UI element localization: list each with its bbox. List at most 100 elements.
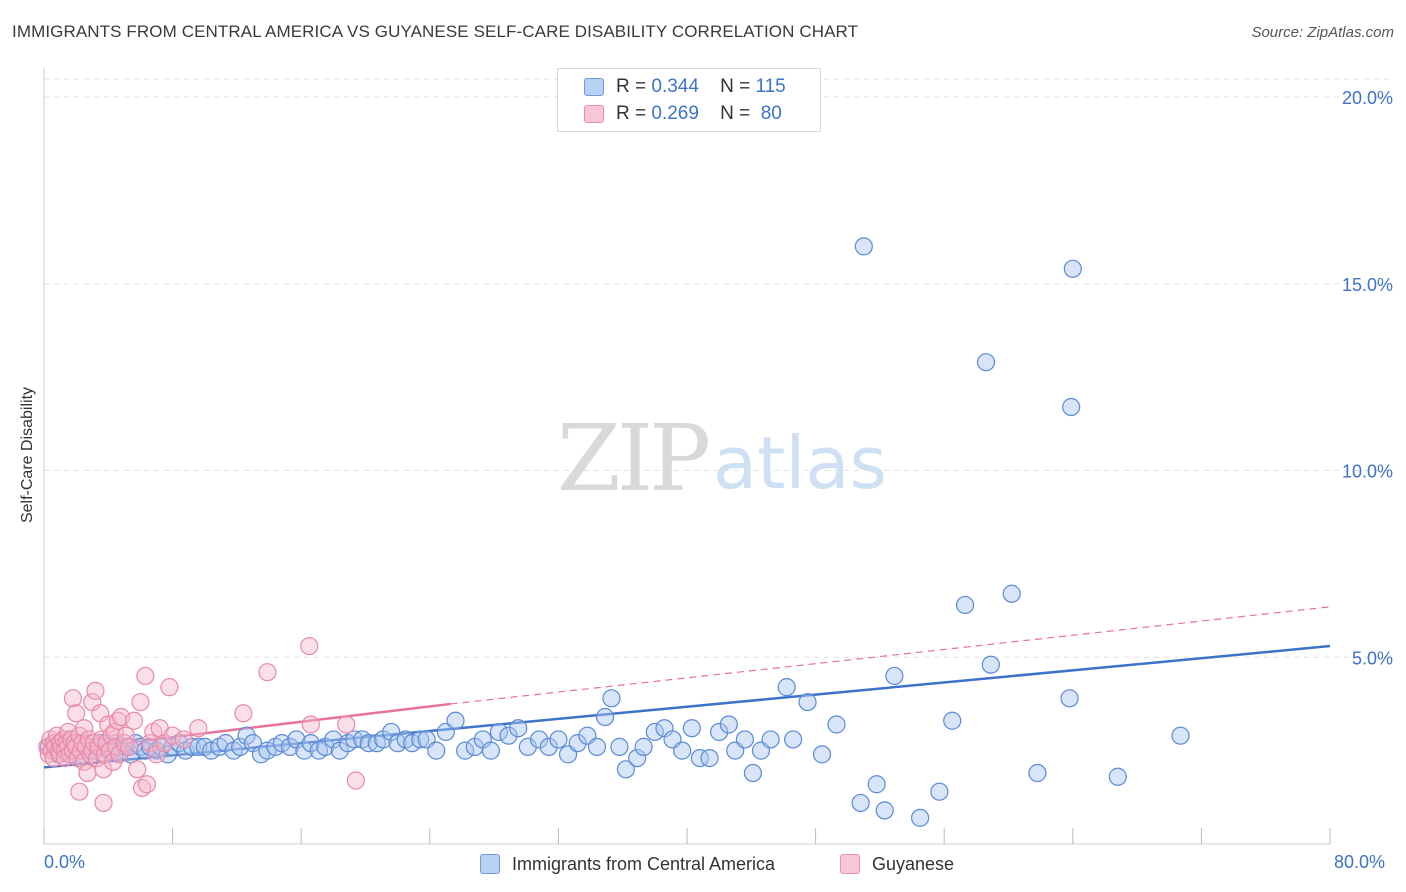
point-guyanese — [301, 715, 320, 734]
y-tick-label: 15.0% — [1342, 275, 1393, 295]
point-central-america — [446, 711, 465, 730]
point-central-america — [1002, 584, 1021, 603]
point-central-america — [690, 748, 709, 768]
point-central-america — [1171, 726, 1190, 745]
legend-label-guyanese: Guyanese — [872, 853, 955, 874]
point-central-america — [456, 741, 475, 760]
point-central-america — [645, 722, 664, 742]
chart-title: IMMIGRANTS FROM CENTRAL AMERICA VS GUYAN… — [12, 22, 859, 41]
point-guyanese — [234, 704, 253, 723]
point-guyanese — [137, 775, 156, 794]
y-tick-label: 10.0% — [1342, 462, 1393, 482]
legend-item-guyanese[interactable]: Guyanese — [840, 852, 954, 876]
point-central-america — [812, 745, 832, 764]
point-central-america — [587, 737, 607, 756]
point-guyanese — [78, 763, 97, 783]
legend-n-label: N = — [720, 76, 751, 97]
point-guyanese — [189, 719, 208, 738]
point-central-america — [411, 730, 430, 749]
point-central-america — [710, 722, 729, 742]
point-central-america — [539, 737, 558, 756]
point-guyanese — [136, 666, 155, 686]
point-central-america — [798, 692, 817, 712]
correlation-legend: R = 0.344 N = 115 R = 0.269 N = 80 — [557, 68, 821, 132]
point-central-america — [673, 741, 692, 760]
point-central-america — [481, 741, 500, 760]
point-central-america — [885, 666, 904, 686]
point-central-america — [851, 793, 870, 813]
legend-swatch-pink — [840, 854, 860, 874]
watermark-zip: ZIP — [557, 405, 708, 512]
point-guyanese — [346, 771, 365, 790]
legend-r-value: 0.344 — [651, 76, 699, 97]
axes — [43, 68, 1331, 845]
point-guyanese — [258, 663, 277, 682]
legend-swatch-blue — [480, 854, 500, 874]
point-central-america — [610, 737, 629, 756]
point-central-america — [1063, 259, 1082, 278]
legend-swatch-pink — [584, 105, 604, 123]
point-central-america — [324, 730, 343, 749]
point-central-america — [783, 730, 803, 749]
point-guyanese — [94, 793, 113, 813]
point-central-america — [910, 808, 930, 827]
gridlines — [44, 78, 1392, 658]
point-central-america — [854, 237, 873, 256]
point-guyanese — [174, 730, 193, 749]
legend-item-central-america[interactable]: Immigrants from Central America — [480, 852, 775, 876]
point-central-america — [549, 730, 568, 749]
point-central-america — [382, 722, 401, 742]
point-central-america — [602, 689, 621, 708]
legend-r-value: 0.269 — [651, 103, 699, 124]
point-central-america — [280, 737, 300, 756]
point-guyanese — [140, 734, 160, 753]
legend-r-label: R = — [616, 103, 647, 124]
point-guyanese — [163, 726, 182, 745]
point-central-america — [700, 748, 719, 768]
point-central-america — [743, 763, 763, 783]
point-central-america — [568, 734, 587, 753]
legend-swatch-blue — [584, 78, 604, 96]
legend-r-label: R = — [616, 76, 647, 97]
x-tick-max: 80.0% — [1334, 852, 1386, 872]
legend-n-value: 115 — [755, 76, 786, 97]
point-guyanese — [110, 745, 129, 764]
point-central-america — [827, 715, 846, 734]
y-tick-labels: 5.0% 10.0% 15.0% 20.0% — [1342, 88, 1393, 668]
point-central-america — [237, 726, 256, 745]
point-central-america — [719, 715, 738, 734]
point-guyanese — [63, 689, 83, 708]
point-central-america — [499, 726, 518, 745]
point-guyanese — [86, 681, 105, 700]
point-guyanese — [75, 719, 94, 738]
point-central-america — [628, 748, 647, 768]
series-guyanese-points — [38, 636, 365, 813]
point-central-america — [427, 741, 446, 760]
point-central-america — [761, 730, 780, 749]
point-central-america — [1108, 767, 1127, 786]
watermark-atlas: atlas — [713, 421, 887, 505]
point-central-america — [634, 737, 653, 756]
legend-label-central-america: Immigrants from Central America — [512, 853, 776, 874]
point-central-america — [295, 741, 314, 760]
point-guyanese — [67, 704, 86, 723]
source-label: Source: ZipAtlas.com — [1251, 24, 1394, 41]
point-guyanese — [300, 636, 319, 656]
point-central-america — [509, 719, 528, 738]
point-guyanese — [160, 678, 179, 697]
point-central-america — [735, 730, 754, 749]
point-central-america — [943, 711, 962, 730]
legend-n-value: 80 — [760, 103, 782, 124]
legend-row-guyanese: R = 0.269 N = 80 — [584, 102, 782, 126]
point-central-america — [489, 722, 509, 742]
point-central-america — [1062, 397, 1081, 417]
point-guyanese — [70, 782, 89, 801]
point-guyanese — [131, 692, 150, 712]
point-guyanese — [124, 711, 144, 730]
point-central-america — [955, 595, 975, 615]
point-central-america — [530, 730, 549, 749]
point-guyanese — [128, 760, 147, 779]
point-central-america — [682, 719, 701, 738]
legend-row-central-america: R = 0.344 N = 115 — [584, 75, 786, 99]
